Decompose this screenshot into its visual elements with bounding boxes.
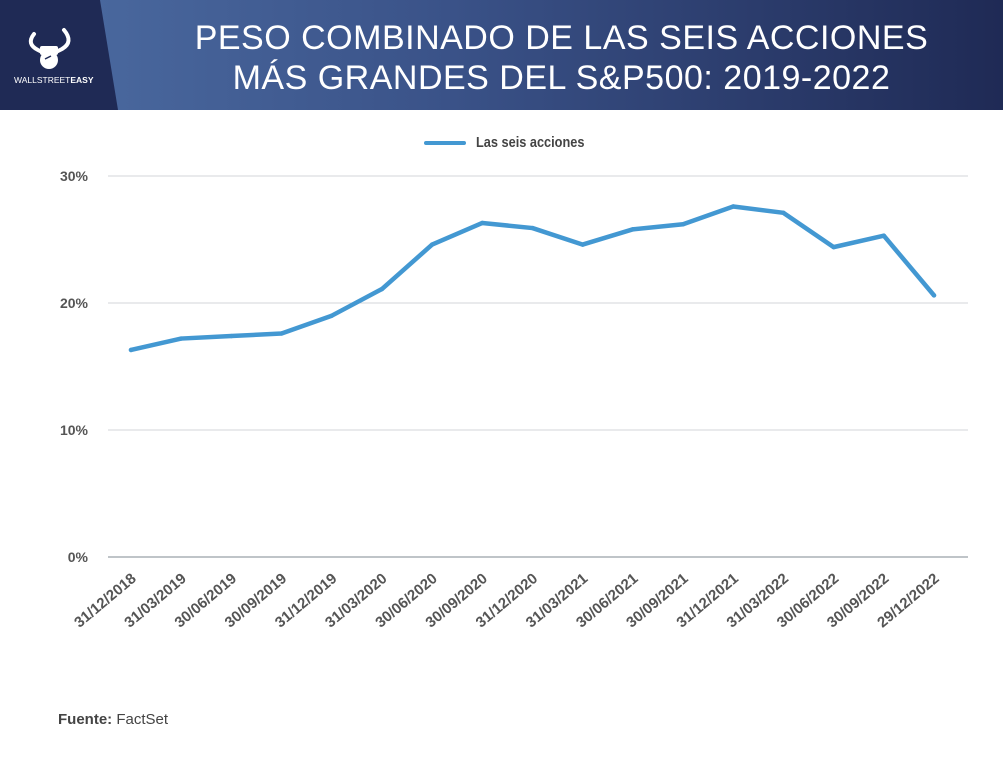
data-point [831,244,836,250]
source-label: Fuente: [58,711,113,728]
source-note: Fuente: FactSet [58,711,168,728]
line-chart: 0%10%20%30%31/12/201831/03/201930/06/201… [60,168,968,631]
y-tick-label: 10% [60,422,89,438]
data-point [881,233,887,238]
legend: Las seis acciones [424,134,604,151]
legend-swatch [424,140,466,145]
page-title: PESO COMBINADO DE LAS SEIS ACCIONES MÁS … [140,18,983,98]
data-point [279,331,284,336]
data-point [680,222,686,227]
logo-text-a: WALLSTREET [14,75,71,85]
logo-text-b: EASY [70,75,94,85]
data-point [429,242,435,247]
data-point [781,210,786,216]
header-banner: WALLSTREETEASY PESO COMBINADO DE LAS SEI… [0,0,1003,110]
data-point [178,336,184,341]
logo-text: WALLSTREETEASY [14,75,94,85]
title-line-1: PESO COMBINADO DE LAS SEIS ACCIONES [194,19,929,57]
data-point [229,333,234,339]
data-point [580,242,585,247]
y-tick-label: 30% [60,168,89,184]
y-tick-label: 0% [68,549,89,565]
title-line-2: MÁS GRANDES DEL S&P500: 2019-2022 [232,59,891,97]
data-point [379,286,385,292]
data-point [480,220,485,226]
data-point [630,227,636,232]
data-point [128,347,134,353]
source-value: FactSet [116,711,169,728]
data-point [530,225,535,231]
data-point [731,204,736,209]
data-point [931,293,937,298]
bull-fist-icon [28,28,71,69]
y-tick-label: 20% [60,295,89,311]
legend-label: Las seis acciones [476,134,585,151]
data-point [329,313,334,318]
logo: WALLSTREETEASY [0,0,118,110]
